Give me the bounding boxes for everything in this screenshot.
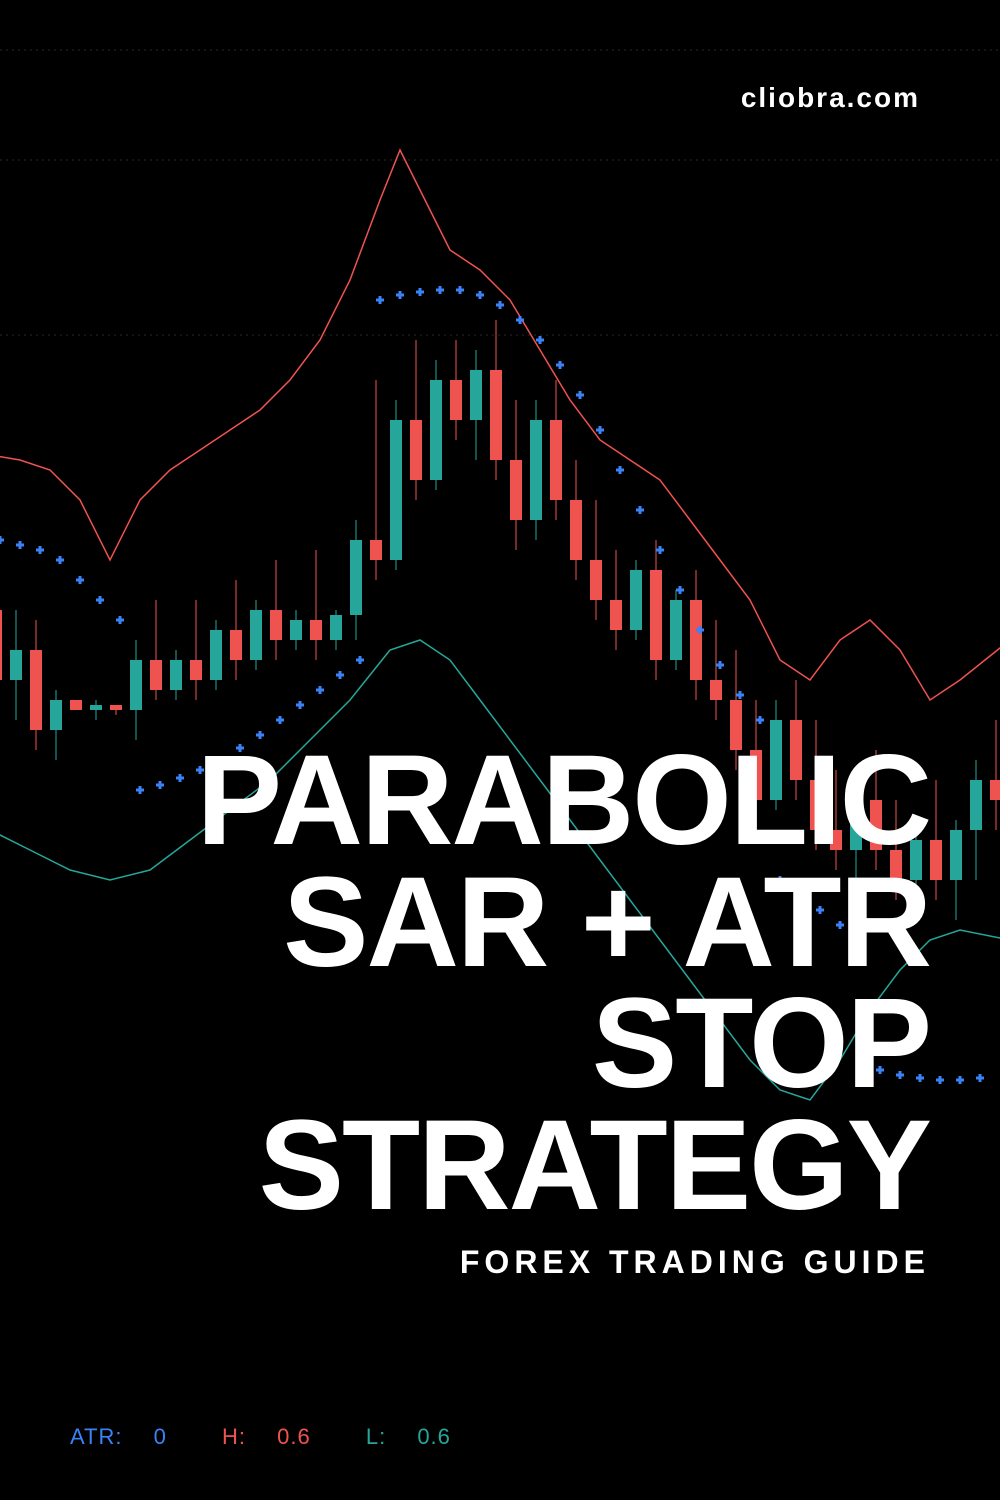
headline-line3: STOP xyxy=(197,983,930,1105)
legend-atr-value: 0 xyxy=(154,1424,167,1449)
headline-subtitle: FOREX TRADING GUIDE xyxy=(197,1244,930,1281)
site-brand: cliobra.com xyxy=(741,82,920,114)
legend-h: H: 0.6 xyxy=(222,1424,342,1449)
indicator-legend: ATR: 0 H: 0.6 L: 0.6 xyxy=(70,1424,499,1450)
legend-l: L: 0.6 xyxy=(366,1424,475,1449)
headline-line4: STRATEGY xyxy=(197,1105,930,1227)
legend-l-value: 0.6 xyxy=(417,1424,451,1449)
legend-h-value: 0.6 xyxy=(277,1424,311,1449)
headline-line1: PARABOLIC xyxy=(197,740,930,862)
legend-atr: ATR: 0 xyxy=(70,1424,198,1449)
legend-h-label: H: xyxy=(222,1424,246,1449)
legend-atr-label: ATR: xyxy=(70,1424,122,1449)
headline-line2: SAR + ATR xyxy=(197,862,930,984)
headline-block: PARABOLIC SAR + ATR STOP STRATEGY FOREX … xyxy=(197,740,930,1281)
legend-l-label: L: xyxy=(366,1424,386,1449)
